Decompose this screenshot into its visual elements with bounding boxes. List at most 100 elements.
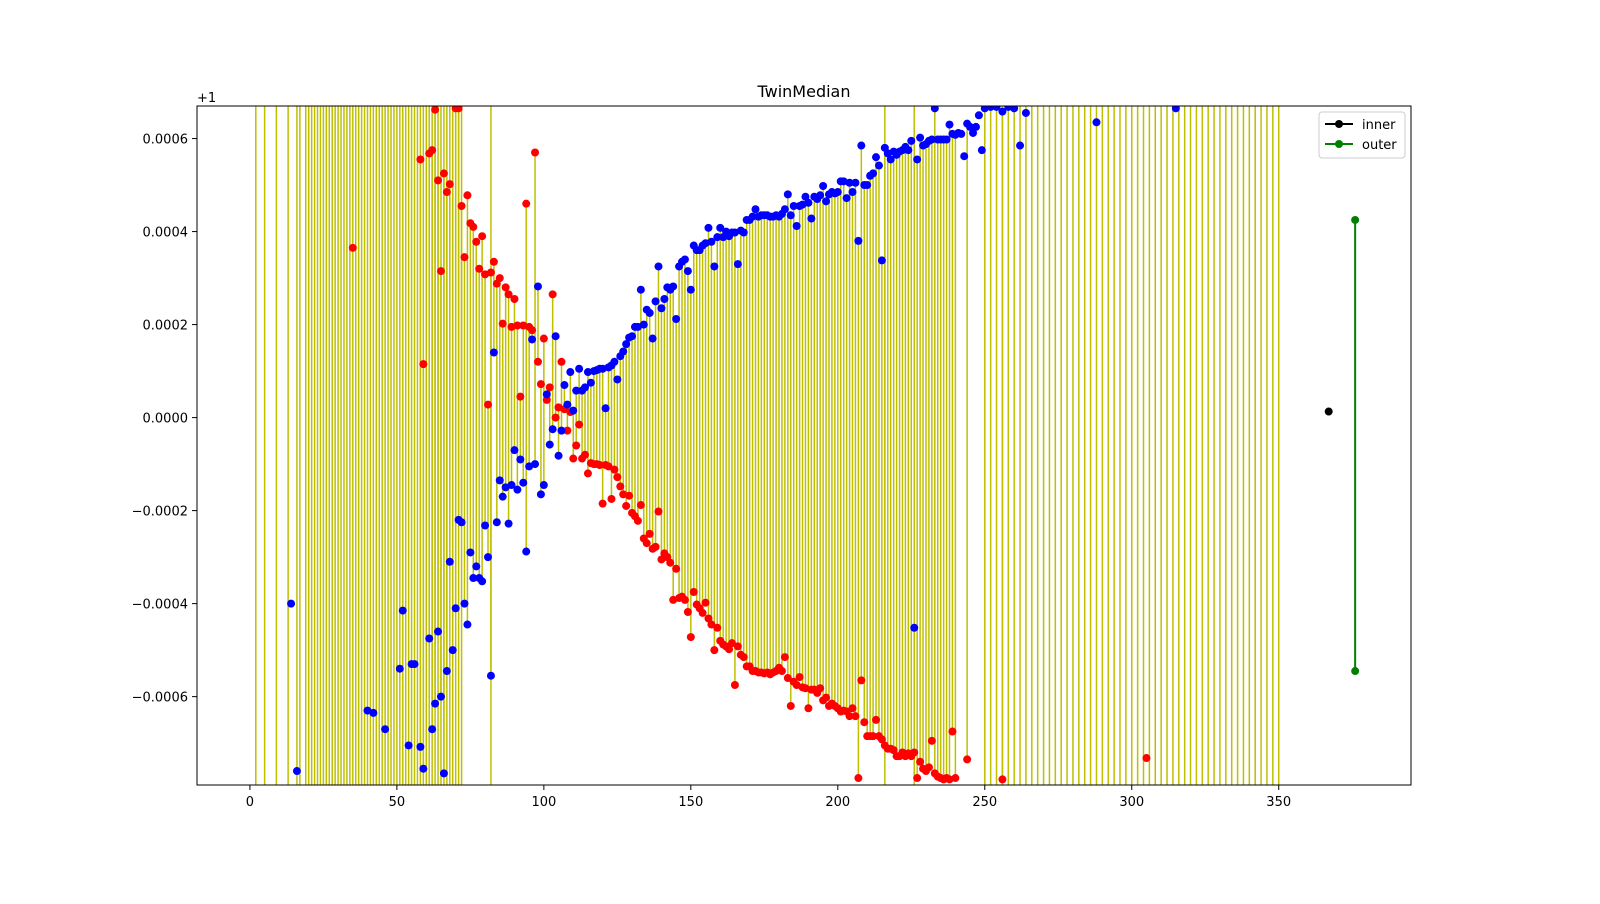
blue-point xyxy=(1092,118,1101,127)
red-point xyxy=(666,558,675,567)
red-point xyxy=(478,232,487,241)
red-point xyxy=(698,608,707,617)
red-point xyxy=(522,199,531,208)
blue-point xyxy=(539,481,548,490)
red-point xyxy=(489,257,498,266)
blue-point xyxy=(404,741,413,750)
red-point xyxy=(804,704,813,713)
blue-point xyxy=(792,221,801,230)
red-point xyxy=(572,441,581,450)
blue-point xyxy=(645,308,654,317)
red-point xyxy=(857,676,866,685)
blue-point xyxy=(457,518,466,527)
red-point xyxy=(569,454,578,463)
red-point xyxy=(504,290,513,299)
blue-point xyxy=(636,285,645,294)
blue-point xyxy=(287,599,296,608)
blue-point xyxy=(789,201,798,210)
red-point xyxy=(713,623,722,632)
red-point xyxy=(777,667,786,676)
plot-frame xyxy=(196,105,1412,786)
red-point xyxy=(595,461,604,470)
blue-point xyxy=(369,708,378,717)
blue-point xyxy=(566,368,575,377)
red-point xyxy=(689,587,698,596)
blue-point xyxy=(460,599,469,608)
blue-point xyxy=(551,332,560,341)
blue-point xyxy=(472,562,481,571)
red-point xyxy=(536,380,545,389)
blue-point xyxy=(886,155,895,164)
blue-point xyxy=(434,627,443,636)
red-point xyxy=(998,775,1007,784)
blue-point xyxy=(628,332,637,341)
red-point xyxy=(951,774,960,783)
red-point xyxy=(686,633,695,642)
red-point xyxy=(851,712,860,721)
blue-point xyxy=(748,212,757,221)
blue-point xyxy=(848,188,857,197)
blue-point xyxy=(545,440,554,449)
blue-point xyxy=(495,476,504,485)
red-point xyxy=(948,727,957,736)
y-offset-label: +1 xyxy=(197,91,216,106)
red-point xyxy=(513,321,522,330)
legend-label: inner xyxy=(1362,118,1396,133)
blue-point xyxy=(410,660,419,669)
red-point xyxy=(1142,754,1151,763)
red-point xyxy=(616,482,625,491)
blue-point xyxy=(822,197,831,206)
blue-point xyxy=(704,223,713,232)
blue-point xyxy=(448,646,457,655)
blue-point xyxy=(686,285,695,294)
blue-point xyxy=(657,304,666,313)
blue-point xyxy=(857,141,866,150)
x-tick-label: 0 xyxy=(246,795,254,810)
red-point xyxy=(727,639,736,648)
red-point xyxy=(889,746,898,755)
y-tick-label: −0.0002 xyxy=(132,505,188,520)
blue-point xyxy=(930,106,939,113)
red-point xyxy=(516,392,525,401)
red-point xyxy=(651,542,660,551)
blue-point xyxy=(1171,106,1180,113)
blue-point xyxy=(819,181,828,190)
blue-point xyxy=(842,194,851,203)
blue-point xyxy=(466,548,475,557)
red-point xyxy=(563,426,572,435)
blue-point xyxy=(971,122,980,131)
blue-point xyxy=(716,223,725,232)
blue-point xyxy=(492,518,501,527)
blue-point xyxy=(519,478,528,487)
blue-point xyxy=(531,460,540,469)
blue-point xyxy=(977,146,986,155)
blue-point xyxy=(969,128,978,137)
red-point xyxy=(463,191,472,200)
red-point xyxy=(913,774,922,783)
blue-point xyxy=(569,406,578,415)
blue-point xyxy=(910,623,919,632)
blue-point xyxy=(478,577,487,586)
blue-point xyxy=(548,425,557,434)
blue-point xyxy=(780,205,789,214)
blue-point xyxy=(481,521,490,530)
inner-point xyxy=(1324,407,1333,416)
red-point xyxy=(672,564,681,573)
blue-point xyxy=(942,135,951,144)
blue-point xyxy=(536,490,545,499)
blue-point xyxy=(542,390,551,399)
blue-point xyxy=(513,485,522,494)
red-point xyxy=(654,507,663,516)
blue-point xyxy=(1010,106,1019,113)
y-tick-label: −0.0004 xyxy=(132,598,188,613)
red-point xyxy=(636,501,645,510)
red-point xyxy=(795,673,804,682)
red-point xyxy=(816,684,825,693)
x-tick-label: 50 xyxy=(389,795,406,810)
points-layer xyxy=(287,106,1360,784)
red-point xyxy=(877,735,886,744)
blue-point xyxy=(739,228,748,237)
x-tick-label: 350 xyxy=(1266,795,1291,810)
legend-marker xyxy=(1335,120,1343,128)
